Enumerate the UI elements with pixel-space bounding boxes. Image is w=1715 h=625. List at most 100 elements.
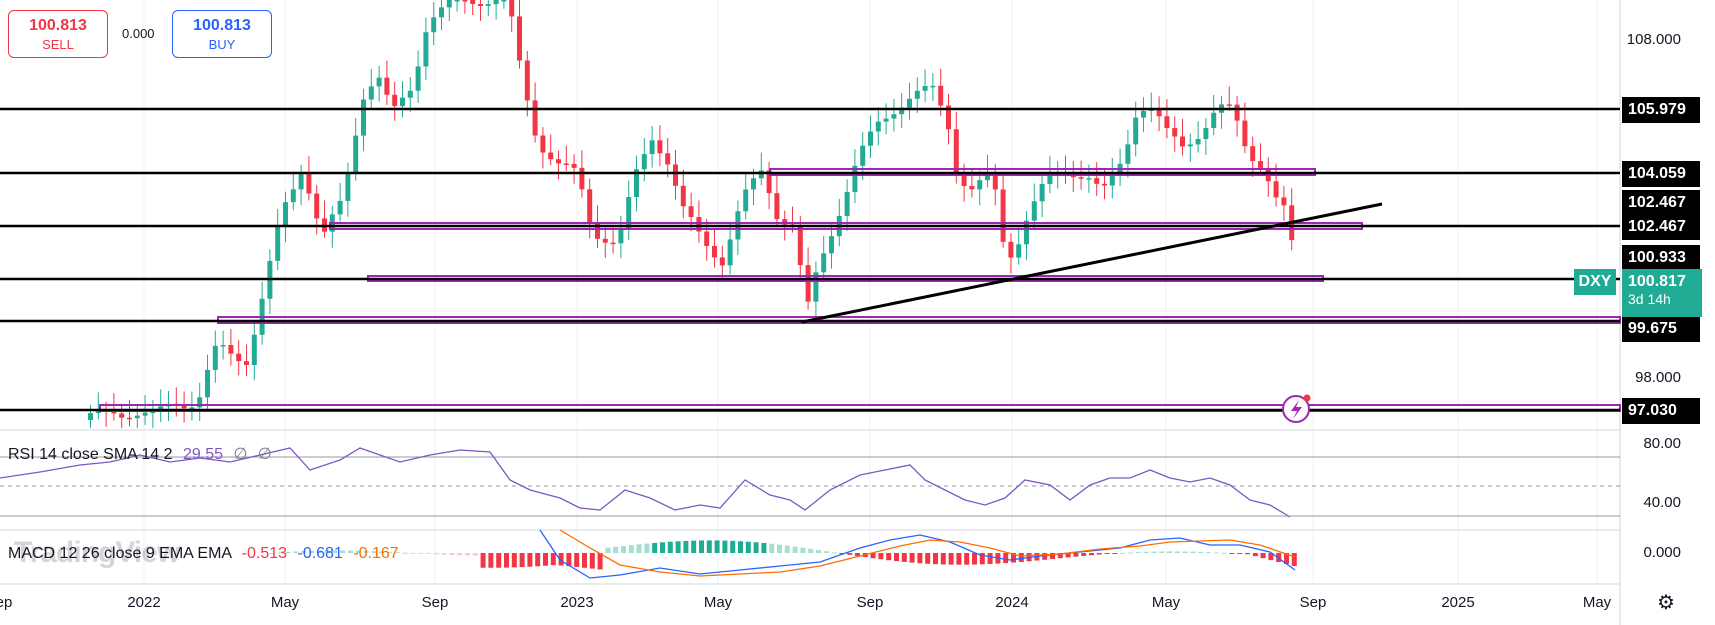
candle-body — [236, 353, 242, 362]
macd-bar — [1284, 553, 1289, 564]
horizontal-levels — [0, 107, 1620, 412]
candle-body — [345, 172, 351, 201]
candle-body — [938, 85, 944, 106]
price-tag[interactable]: 104.059 — [1622, 161, 1700, 187]
macd-axis-tick: 0.000 — [1643, 544, 1681, 561]
rsi-axis-tick: 80.00 — [1643, 435, 1681, 452]
macd-bar — [316, 550, 322, 553]
candle-body — [930, 85, 936, 88]
macd-bar — [940, 553, 946, 565]
settings-icon[interactable]: ⚙ — [1657, 592, 1675, 614]
price-tag[interactable]: 102.467 — [1622, 214, 1700, 240]
macd-bar — [691, 540, 697, 553]
sell-button[interactable]: 100.813 SELL — [8, 10, 108, 58]
time-tick: ep — [0, 594, 13, 611]
macd-bar — [675, 541, 681, 553]
rsi-legend[interactable]: RSI 14 close SMA 14 2 29.55 ∅ ∅ — [8, 444, 272, 464]
macd-bar — [1151, 551, 1157, 553]
bar-countdown: 3d 14h — [1628, 291, 1671, 307]
candle-body — [899, 107, 905, 115]
candle-body — [992, 172, 998, 190]
macd-bar — [660, 542, 665, 553]
candle-body — [727, 239, 733, 266]
symbol-tag[interactable]: DXY — [1574, 269, 1616, 295]
price-tag[interactable]: 105.979 — [1622, 97, 1700, 123]
candle-body — [376, 77, 382, 87]
macd-bar — [667, 541, 673, 553]
candle-body — [1133, 117, 1139, 145]
macd-bar — [855, 553, 860, 556]
macd-bar — [870, 553, 876, 559]
macd-bar — [683, 540, 689, 553]
price-tag[interactable]: 99.675 — [1622, 316, 1700, 342]
candle-body — [1250, 146, 1256, 162]
macd-bar — [574, 553, 580, 567]
candle-body — [704, 231, 710, 246]
macd-bar — [379, 551, 385, 553]
candle-body — [462, 0, 468, 2]
macd-bar — [582, 553, 587, 568]
price-tag[interactable]: 102.467 — [1622, 190, 1700, 216]
rsi-extra-1: ∅ — [233, 446, 248, 463]
buy-button[interactable]: 100.813 BUY — [172, 10, 272, 58]
macd-bar — [285, 551, 291, 553]
candle-body — [602, 238, 608, 243]
candle-body — [875, 121, 881, 132]
macd-bar — [1167, 551, 1172, 553]
candle-body — [579, 167, 585, 190]
candle-body — [548, 152, 554, 160]
candle-body — [649, 140, 655, 155]
candle-body — [953, 129, 959, 175]
candle-body — [1094, 178, 1100, 184]
macd-bar — [1190, 551, 1196, 553]
candle-body — [446, 0, 452, 8]
macd-bar — [784, 545, 790, 553]
macd-bar — [1206, 552, 1211, 554]
candle-body — [1226, 104, 1232, 106]
price-tag[interactable]: 100.933 — [1622, 245, 1700, 271]
time-tick: Sep — [1299, 594, 1327, 611]
grid — [143, 0, 1598, 584]
candle-body — [914, 90, 920, 99]
candle-body — [712, 245, 717, 258]
candle-body — [88, 413, 93, 420]
macd-bar — [1065, 553, 1071, 558]
trendline[interactable] — [801, 202, 1383, 324]
macd-bar — [933, 553, 938, 565]
lightning-icon[interactable] — [1282, 394, 1311, 423]
candle-body — [1047, 173, 1053, 185]
macd-bar — [387, 551, 392, 553]
candle-body — [111, 410, 117, 414]
macd-bar — [722, 540, 728, 553]
macd-legend[interactable]: MACD 12 26 close 9 EMA EMA -0.513 -0.681… — [8, 545, 399, 563]
macd-bar — [1159, 551, 1165, 553]
macd-bar — [511, 553, 517, 568]
macd-bar — [1128, 552, 1133, 554]
candle-body — [595, 222, 600, 239]
macd-bar — [1096, 553, 1102, 555]
candle-body — [509, 0, 515, 17]
candle-body — [392, 94, 398, 107]
rsi-extra-2: ∅ — [257, 446, 272, 463]
macd-bar — [1229, 553, 1235, 554]
time-tick: 2025 — [1441, 594, 1475, 611]
signal-line — [559, 529, 1296, 577]
buy-price: 100.813 — [193, 17, 251, 34]
price-tag[interactable]: 97.030 — [1622, 398, 1700, 424]
macd-bar — [1011, 553, 1016, 563]
macd-bar — [1120, 552, 1126, 554]
macd-bar — [363, 550, 369, 553]
candle-body — [384, 77, 390, 95]
macd-bar — [519, 553, 525, 568]
macd-bar — [324, 550, 330, 553]
candle-body — [501, 0, 507, 2]
macd-bar — [371, 551, 377, 553]
macd-bar — [550, 553, 556, 566]
last-price-tag[interactable]: 100.817 3d 14h — [1622, 269, 1702, 317]
candle-body — [1203, 127, 1209, 140]
macd-bar — [1245, 553, 1250, 555]
macd-bar — [496, 553, 502, 568]
macd-bar — [753, 542, 759, 553]
rsi-axis-tick: 40.00 — [1643, 494, 1681, 511]
